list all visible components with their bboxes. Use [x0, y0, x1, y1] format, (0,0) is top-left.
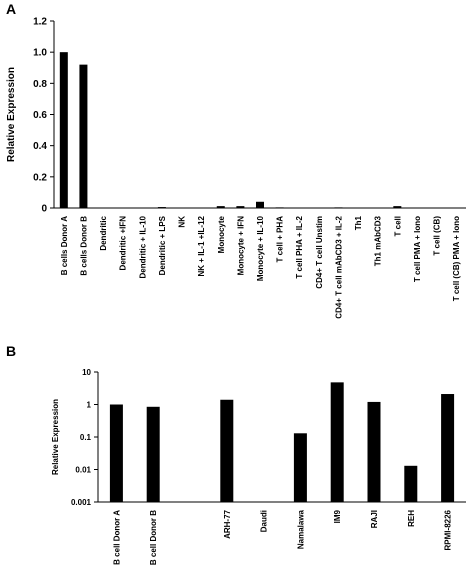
panel-a-chart: 0 0.2 0.4 0.6 0.8 1.0 1.2 Relative Expression B … — [6, 17, 466, 319]
panel-a-category-label: Dendritic +IFN — [119, 216, 128, 271]
panel-a-category-label: CD4+ T cell mAbCD3 + IL-2 — [334, 215, 343, 318]
panel-a-y-tick-label: 1.0 — [33, 48, 47, 59]
panel-a-category-label: CD4+ T cell Unstim — [315, 216, 324, 289]
panel-a-bar — [157, 207, 166, 208]
panel-a-bar — [118, 207, 127, 209]
panel-b-y-tick-label: 1 — [87, 401, 92, 410]
panel-a-category-label: B cells Donor A — [60, 216, 69, 275]
panel-a-category-label: Dendritic — [99, 215, 108, 250]
panel-b-category-label: RPMI-8226 — [444, 509, 453, 550]
panel-b-bar — [109, 404, 123, 502]
panel-a-y-tick-label: 0.6 — [33, 110, 47, 121]
panel-b-bar — [367, 401, 381, 502]
panel-letter-b: B — [6, 343, 16, 359]
panel-a-category-label: Th1 mAbCD3 — [374, 215, 383, 266]
panel-a-bar — [452, 207, 461, 209]
panel-b-bar — [404, 465, 418, 502]
panel-a-bar — [236, 206, 245, 208]
panel-b-category-label: B cell Donor A — [112, 510, 121, 565]
panel-a-bar — [138, 207, 147, 209]
panel-a-bar — [79, 64, 88, 208]
panel-b-category-label: IM9 — [333, 509, 342, 523]
panel-a-y-tick-label: 1.2 — [33, 17, 47, 28]
panel-a-bar — [412, 207, 421, 209]
panel-b-y-tick-label: 0.01 — [75, 466, 91, 475]
panel-a-category-label: B cells Donor B — [79, 216, 88, 276]
panel-a-category-label: Monocyte — [217, 215, 226, 253]
panel-b-chart: 0.001 0.01 0.1 1 10 Relative Expression B cell… — [51, 368, 466, 565]
panel-a-category-label: T cell + PHA — [276, 216, 285, 263]
panel-b-category-label: Namalawa — [296, 509, 305, 549]
panel-a-bar — [334, 207, 343, 208]
panel-a-bar — [354, 207, 363, 209]
panel-b-bar — [441, 394, 455, 502]
panel-b-category-label: B cell Donor B — [149, 510, 158, 565]
panel-b-category-label: ARH-77 — [223, 509, 232, 538]
panel-b-bar — [146, 406, 160, 502]
panel-a-category-label: NK — [178, 216, 187, 228]
panel-b-category-label: RAJI — [370, 510, 379, 528]
panel-a-bar — [432, 207, 441, 209]
panel-b-y-tick-label: 10 — [82, 368, 91, 377]
panel-a-category-label: Monocyte + IL-10 — [256, 215, 265, 281]
panel-a-bar — [275, 207, 284, 208]
panel-a-y-tick-label: 0.2 — [33, 172, 47, 183]
panel-a-y-tick-label: 0.4 — [33, 141, 47, 152]
panel-b-bar — [293, 433, 307, 502]
panel-a-bar — [177, 207, 186, 209]
panel-a-category-label: Monocyte + IFN — [236, 216, 245, 276]
panel-b-category-label: REH — [407, 510, 416, 527]
panel-a-bar — [216, 206, 225, 208]
panel-a-bar — [197, 207, 206, 209]
panel-letter-a: A — [6, 1, 16, 17]
panel-a-category-label: T cell (CB) — [433, 216, 442, 256]
panel-a-bar — [373, 207, 382, 209]
panel-b-y-tick-label: 0.001 — [71, 498, 92, 507]
panel-a-category-label: Dendritic + LPS — [158, 215, 167, 275]
panel-a-bar — [99, 207, 108, 209]
panel-b-y-axis-label: Relative Expression — [51, 399, 60, 475]
panel-a-category-label: T cell — [393, 216, 402, 236]
panel-b-bar — [220, 399, 234, 502]
panel-b-category-label: Daudi — [260, 510, 269, 532]
panel-a-category-label: Th1 — [354, 215, 363, 230]
panel-a-bar — [256, 201, 264, 208]
panel-a-bar — [295, 207, 304, 209]
panel-a-bar — [314, 207, 323, 209]
panel-a-category-label: T cell PHA + IL-2 — [295, 215, 304, 278]
panel-a-y-tick-label: 0 — [41, 204, 47, 215]
panel-b-bar — [330, 382, 344, 502]
panel-a-bar — [393, 206, 402, 208]
panel-a-bar — [59, 52, 68, 208]
panel-a-category-label: NK + IL-1 +IL-12 — [197, 215, 206, 276]
panel-b-y-tick-label: 0.1 — [80, 433, 92, 442]
panel-a-category-label: Dendritic + IL-10 — [138, 215, 147, 278]
panel-a-y-tick-label: 0.8 — [33, 79, 47, 90]
panel-a-y-axis-label: Relative Expression — [6, 67, 17, 162]
panel-a-category-label: T cell (CB) PMA + Iono — [452, 216, 461, 301]
panel-a-category-label: T cell PMA + Iono — [413, 216, 422, 282]
